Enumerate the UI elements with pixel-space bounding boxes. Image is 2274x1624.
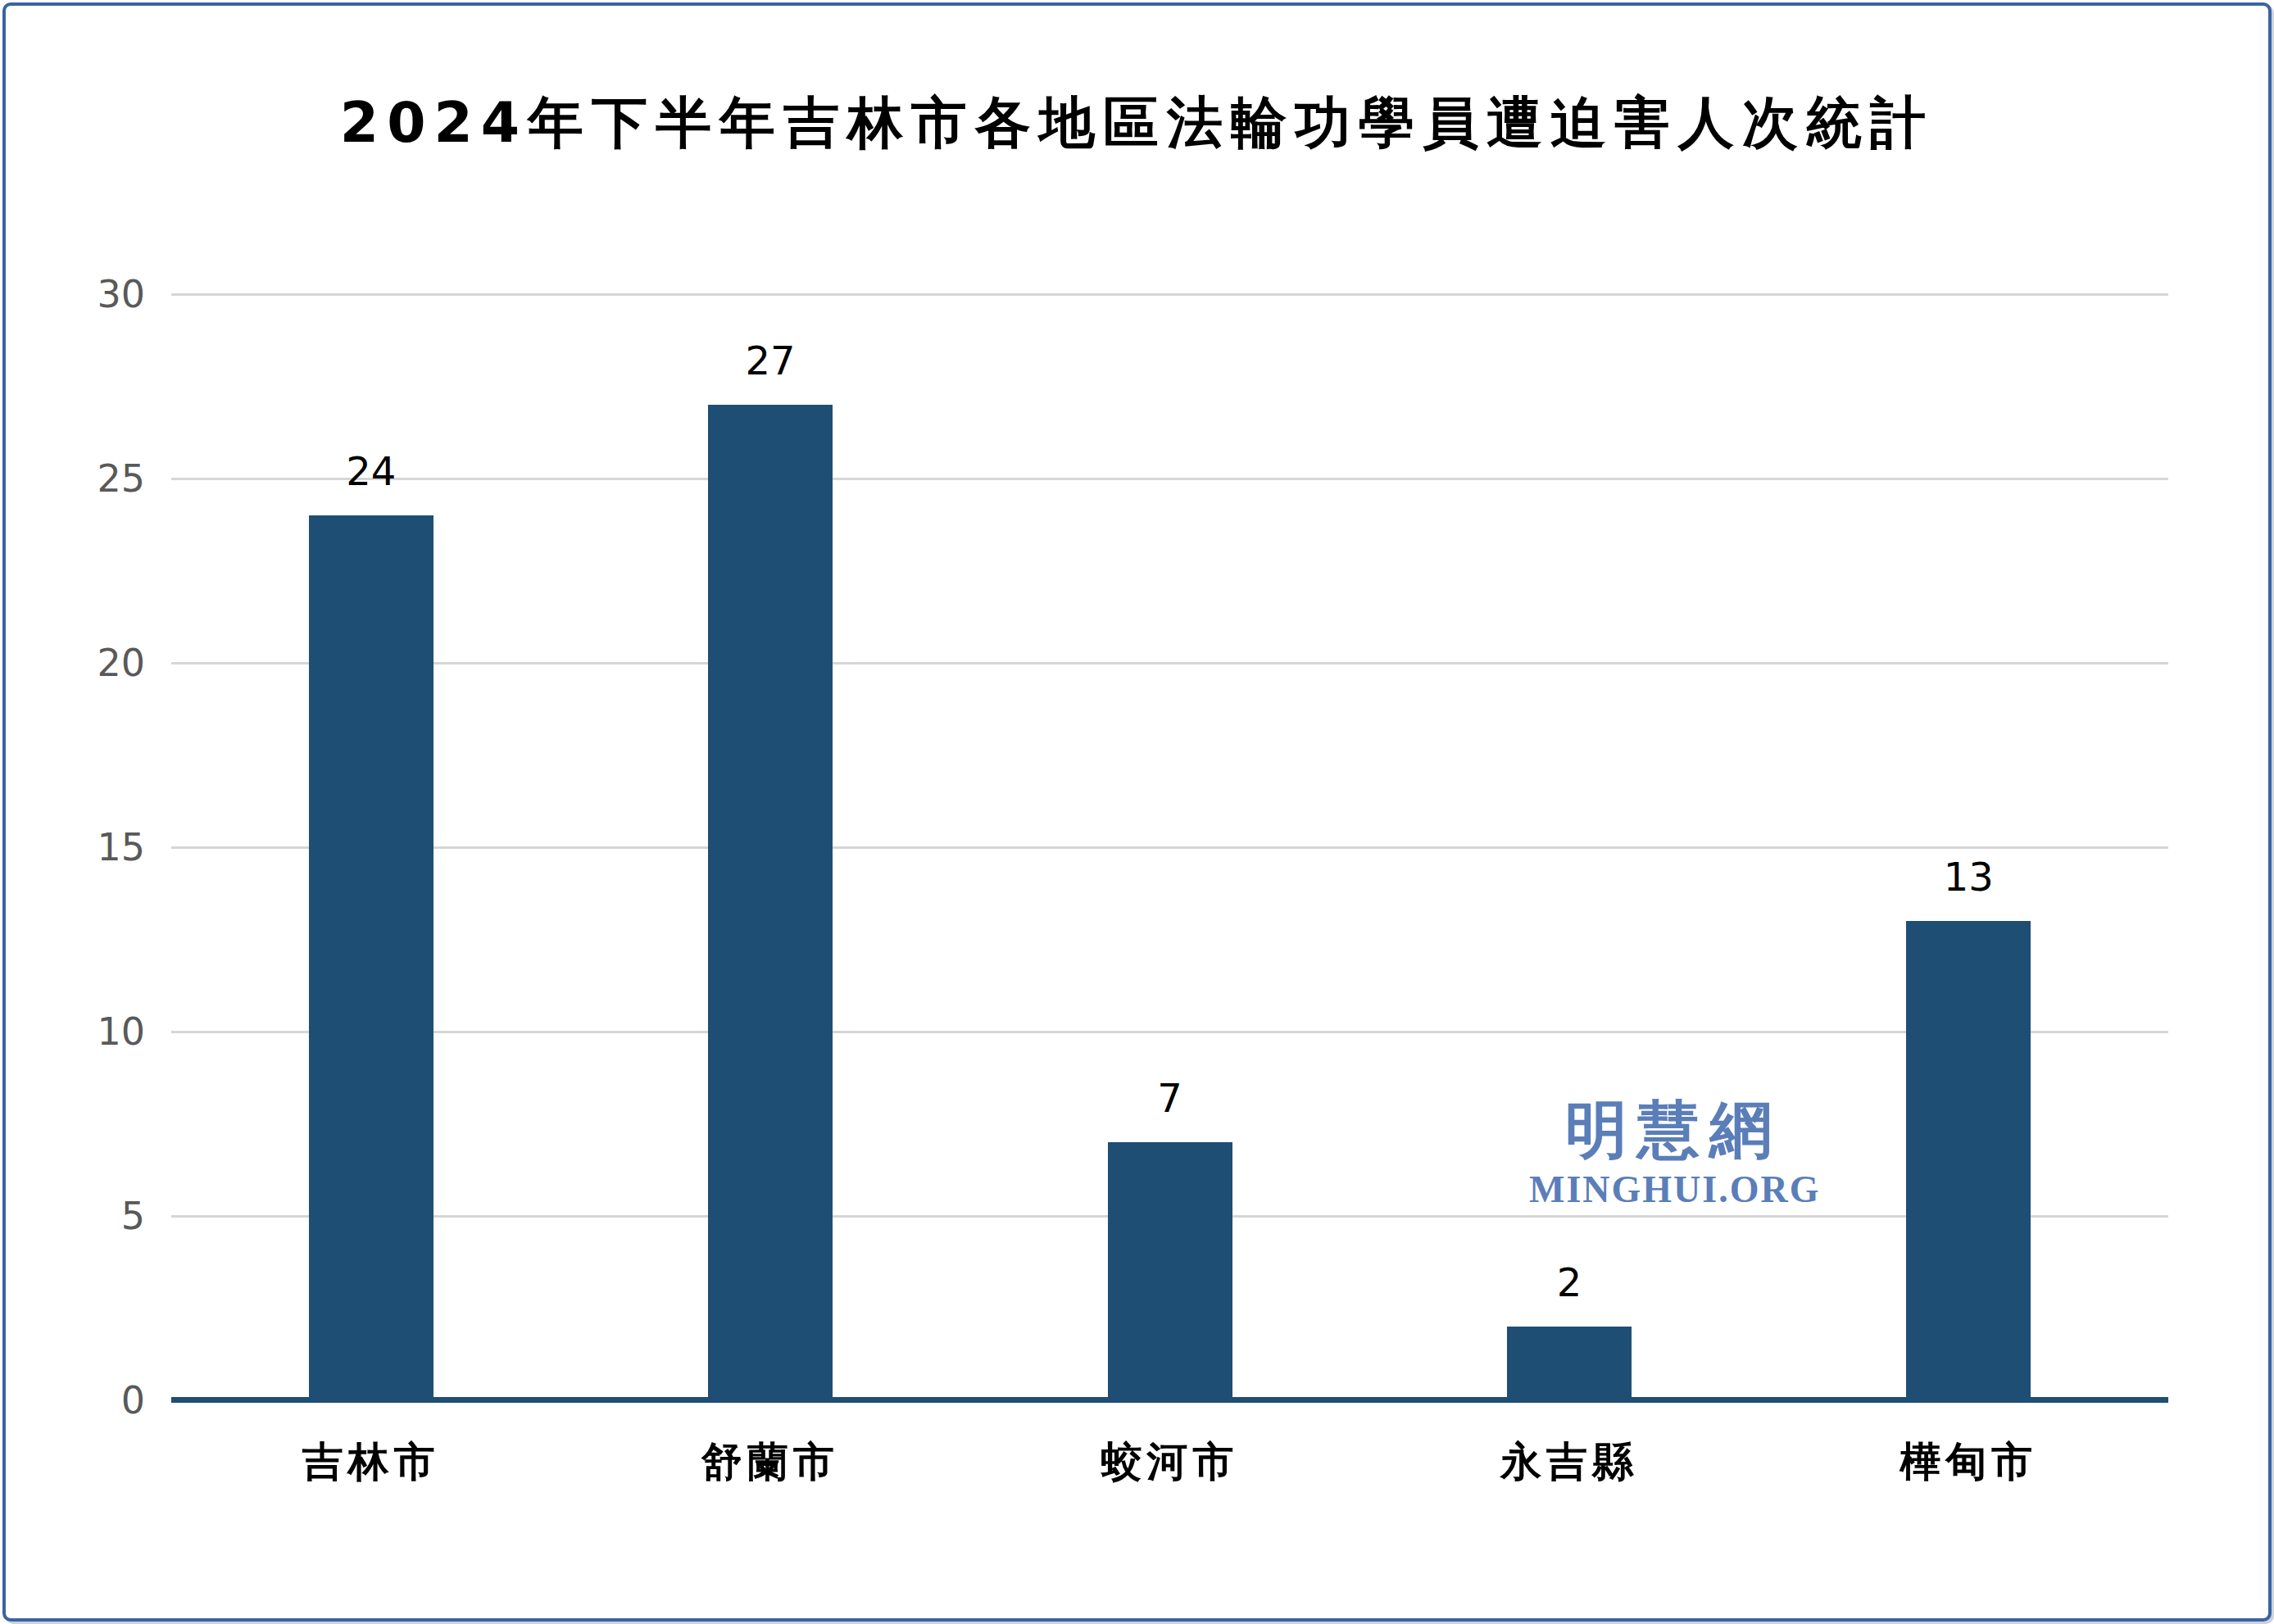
plot-area: 24 吉林市 27 舒蘭市 7 蛟河市 2 永吉縣 13 樺甸市 — [171, 294, 2168, 1400]
x-axis-line — [171, 1397, 2168, 1403]
bar-value-label: 27 — [570, 341, 969, 380]
bar — [708, 405, 833, 1400]
bar — [309, 515, 433, 1400]
chart-frame: 2024年下半年吉林市各地區法輪功學員遭迫害人次統計 051015202530 … — [2, 2, 2272, 1622]
category-label: 永吉縣 — [1369, 1435, 1768, 1490]
y-tick-label: 0 — [121, 1381, 145, 1419]
minghui-logo-cjk: 明慧網 — [1529, 1096, 1818, 1164]
y-tick-label: 5 — [121, 1197, 145, 1235]
bar — [1507, 1327, 1632, 1400]
y-tick-label: 25 — [97, 460, 145, 497]
category-label: 吉林市 — [171, 1435, 570, 1490]
bar — [1906, 921, 2031, 1400]
minghui-logo-latin: MINGHUI.ORG — [1529, 1168, 1818, 1211]
chart-title: 2024年下半年吉林市各地區法輪功學員遭迫害人次統計 — [6, 86, 2268, 161]
bar — [1108, 1142, 1232, 1400]
y-tick-label: 20 — [97, 644, 145, 682]
y-tick-label: 10 — [97, 1013, 145, 1050]
bar-value-label: 2 — [1369, 1263, 1768, 1302]
bar-group: 27 舒蘭市 — [570, 294, 969, 1400]
category-label: 蛟河市 — [970, 1435, 1369, 1490]
y-tick-label: 30 — [97, 275, 145, 313]
bar-group: 2 永吉縣 — [1369, 294, 1768, 1400]
screenshot-canvas: 2024年下半年吉林市各地區法輪功學員遭迫害人次統計 051015202530 … — [0, 0, 2274, 1624]
bar-value-label: 7 — [970, 1078, 1369, 1118]
bar-group: 24 吉林市 — [171, 294, 570, 1400]
minghui-watermark: 明慧網 MINGHUI.ORG — [1529, 1096, 1818, 1211]
bar-group: 13 樺甸市 — [1769, 294, 2168, 1400]
bar-group: 7 蛟河市 — [970, 294, 1369, 1400]
bar-value-label: 13 — [1769, 857, 2168, 896]
bar-slots: 24 吉林市 27 舒蘭市 7 蛟河市 2 永吉縣 13 樺甸市 — [171, 294, 2168, 1400]
bar-value-label: 24 — [171, 451, 570, 491]
y-tick-label: 15 — [97, 828, 145, 866]
y-axis-tick-labels: 051015202530 — [39, 294, 145, 1400]
category-label: 舒蘭市 — [570, 1435, 969, 1490]
category-label: 樺甸市 — [1769, 1435, 2168, 1490]
